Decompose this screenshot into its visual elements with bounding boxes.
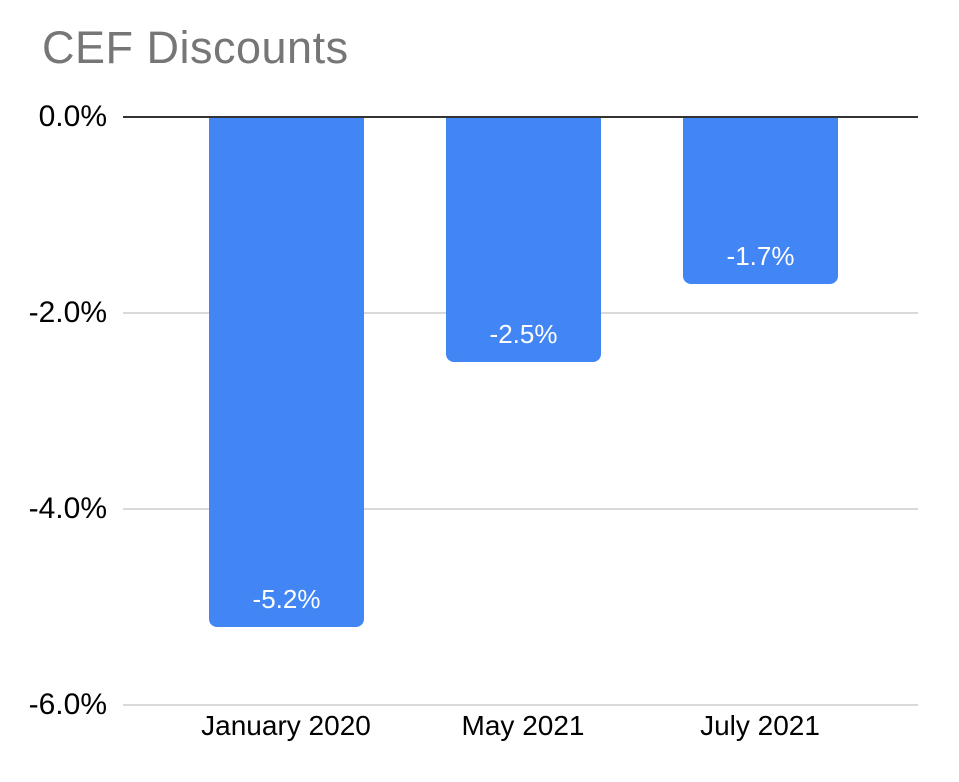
bar-value-label: -2.5% [489, 319, 558, 349]
bar-january-2020: -5.2% [209, 117, 364, 627]
y-tick-label: -6.0% [28, 688, 107, 721]
bar-july-2021: -1.7% [683, 117, 838, 284]
y-tick-label: 0.0% [38, 100, 107, 133]
x-category-label: May 2021 [461, 710, 585, 741]
x-category-label: July 2021 [700, 710, 820, 741]
chart-title: CEF Discounts [42, 22, 349, 73]
y-tick-label: -4.0% [28, 492, 107, 525]
gridline [123, 704, 918, 706]
bar-value-label: -5.2% [252, 584, 321, 614]
gridline [123, 508, 918, 510]
bar-value-label: -1.7% [726, 241, 795, 271]
x-axis-zero-line [123, 116, 918, 118]
x-category-label: January 2020 [201, 710, 371, 741]
y-tick-label: -2.0% [28, 296, 107, 329]
bar-may-2021: -2.5% [446, 117, 601, 362]
